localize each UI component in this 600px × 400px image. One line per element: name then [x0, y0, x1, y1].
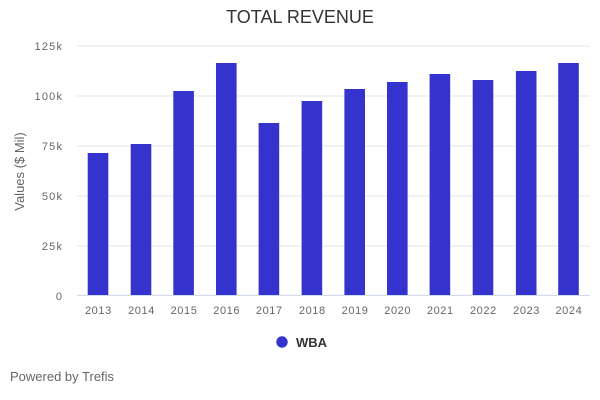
svg-text:25k: 25k: [42, 241, 63, 253]
svg-text:2024: 2024: [555, 305, 582, 317]
svg-text:2022: 2022: [470, 305, 497, 317]
svg-text:75k: 75k: [42, 141, 63, 153]
svg-text:2014: 2014: [128, 305, 155, 317]
svg-text:2020: 2020: [384, 305, 411, 317]
svg-text:2017: 2017: [256, 305, 283, 317]
svg-text:Powered by Trefis: Powered by Trefis: [10, 369, 115, 384]
svg-text:2021: 2021: [427, 305, 454, 317]
svg-text:TOTAL REVENUE: TOTAL REVENUE: [226, 7, 374, 27]
svg-text:125k: 125k: [35, 41, 64, 53]
svg-text:Values ($ Mil): Values ($ Mil): [12, 132, 27, 211]
svg-text:2018: 2018: [299, 305, 326, 317]
svg-text:2016: 2016: [213, 305, 240, 317]
svg-text:50k: 50k: [42, 191, 63, 203]
svg-text:2019: 2019: [342, 305, 369, 317]
svg-text:2023: 2023: [513, 305, 540, 317]
svg-text:WBA: WBA: [296, 335, 328, 350]
svg-text:100k: 100k: [35, 91, 64, 103]
svg-text:2013: 2013: [85, 305, 112, 317]
svg-text:0: 0: [56, 291, 63, 303]
svg-text:2015: 2015: [171, 305, 198, 317]
